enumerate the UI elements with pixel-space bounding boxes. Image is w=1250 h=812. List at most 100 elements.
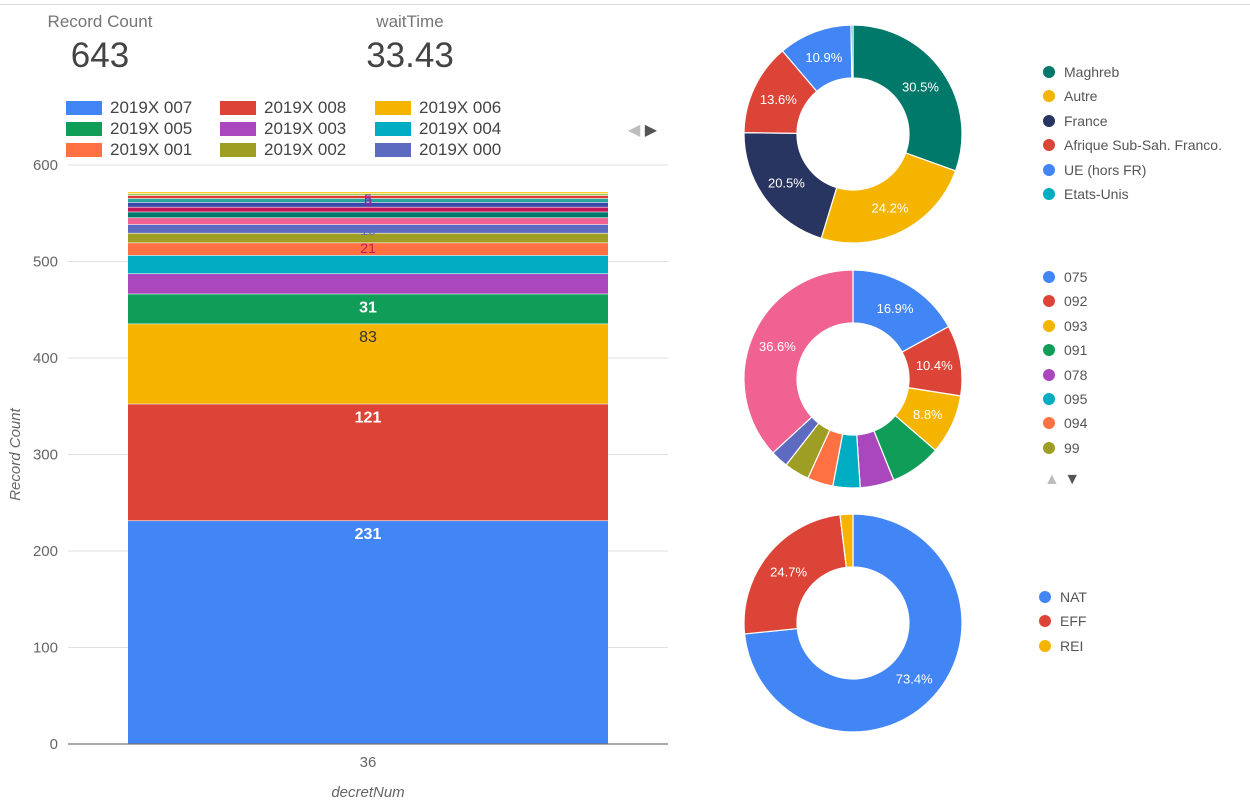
donut-slice-nat[interactable] (743, 513, 963, 733)
legend-up-icon[interactable]: ▲ (1044, 471, 1060, 488)
donut-slice-autre[interactable] (820, 152, 957, 244)
legend-item-092[interactable]: 092 (1043, 293, 1087, 309)
bar-segment[interactable] (128, 193, 608, 196)
bar-segment-2019x-002[interactable] (128, 233, 608, 243)
legend-prev-icon[interactable]: ◀ (628, 122, 641, 139)
bar-data-label: 6 (364, 193, 372, 209)
donut-slice-france[interactable] (743, 132, 838, 240)
legend-item-093[interactable]: 093 (1043, 318, 1087, 334)
legend-item-autre[interactable]: Autre (1043, 88, 1097, 104)
legend-item-2019x-000[interactable]: 2019X 000 (375, 140, 501, 160)
donut-percent-label: 13.6% (760, 92, 797, 107)
legend-item-078[interactable]: 078 (1043, 367, 1087, 383)
bar-data-label: 31 (359, 299, 377, 316)
bar-segment-2019x-007[interactable] (128, 521, 608, 744)
bar-segment[interactable] (128, 212, 608, 218)
bar-segment-2019x-004[interactable] (128, 255, 608, 274)
legend-swatch (220, 143, 256, 157)
legend-label: 095 (1064, 391, 1088, 407)
legend-item-2019x-004[interactable]: 2019X 004 (375, 119, 501, 139)
bar-data-label: 21 (360, 240, 376, 256)
legend-label: France (1064, 112, 1108, 129)
legend-item-094[interactable]: 094 (1043, 415, 1087, 431)
legend-item-rei[interactable]: REI (1039, 638, 1083, 654)
legend-item-091[interactable]: 091 (1043, 342, 1087, 358)
legend-item-99[interactable]: 99 (1043, 440, 1080, 456)
legend-item-2019x-003[interactable]: 2019X 003 (220, 119, 346, 139)
stacked-bar-chart: 0 100 200 300 400 500 600 231 121 83 31 21 10 65 36 dec… (7, 160, 668, 801)
bar-segment[interactable] (128, 192, 608, 194)
legend-swatch (220, 122, 256, 136)
legend-label: REI (1060, 637, 1084, 654)
legend-dot (1043, 368, 1055, 381)
legend-label: UE (hors FR) (1064, 161, 1147, 178)
bar-segment[interactable] (128, 195, 608, 199)
legend-pager-vertical: ▲ ▼ (1044, 471, 1080, 489)
donut-origin-legend: Maghreb Autre France Afrique Sub-Sah. Franc… (1043, 64, 1243, 214)
bar-segment[interactable] (128, 202, 608, 207)
legend-item-france[interactable]: France (1043, 113, 1108, 129)
legend-swatch (66, 122, 102, 136)
bar-segment[interactable] (128, 218, 608, 225)
legend-item-etats-unis[interactable]: Etats-Unis (1043, 186, 1129, 202)
legend-item-2019x-001[interactable]: 2019X 001 (66, 140, 192, 160)
legend-dot (1043, 163, 1055, 176)
legend-item-nat[interactable]: NAT (1039, 589, 1087, 605)
legend-item-ue-hors-fr[interactable]: UE (hors FR) (1043, 162, 1146, 178)
legend-item-2019x-006[interactable]: 2019X 006 (375, 98, 501, 118)
bar-data-label: 231 (355, 526, 382, 543)
legend-label: Afrique Sub-Sah. Franco. (1064, 137, 1222, 154)
legend-dot (1039, 639, 1051, 652)
bar-segment-2019x-000[interactable] (128, 224, 608, 233)
legend-item-075[interactable]: 075 (1043, 269, 1087, 285)
bar-data-label: 5 (364, 191, 372, 207)
legend-swatch (375, 122, 411, 136)
legend-item-2019x-008[interactable]: 2019X 008 (220, 98, 346, 118)
bar-segment-2019x-003[interactable] (128, 274, 608, 294)
legend-item-afrique-sub-sah-franco[interactable]: Afrique Sub-Sah. Franco. (1043, 137, 1222, 153)
donut-chart-department: 16.9% 10.4% 8.8% 36.6% (743, 269, 963, 489)
legend-dot (1043, 441, 1055, 454)
legend-item-095[interactable]: 095 (1043, 391, 1087, 407)
donut-slice-etats-unis[interactable] (850, 24, 854, 79)
donut-slice-rei[interactable] (839, 513, 854, 569)
legend-dot (1043, 417, 1055, 430)
legend-swatch (66, 143, 102, 157)
legend-dot (1043, 66, 1055, 78)
scorecard-record-count[interactable]: Record Count 643 (30, 12, 170, 76)
scorecard-wait-time[interactable]: waitTime 33.43 (340, 12, 480, 76)
legend-down-icon[interactable]: ▼ (1064, 471, 1081, 488)
legend-item-2019x-007[interactable]: 2019X 007 (66, 98, 192, 118)
bar-segment-2019x-001[interactable] (128, 243, 608, 256)
legend-label: 2019X 004 (419, 119, 502, 138)
bar-segment[interactable] (128, 207, 608, 212)
legend-dot (1039, 591, 1051, 603)
donut-slice-eff[interactable] (743, 514, 847, 635)
legend-item-maghreb[interactable]: Maghreb (1043, 64, 1119, 80)
legend-label: 093 (1064, 317, 1088, 334)
bar-segment-2019x-008[interactable] (128, 404, 608, 521)
bar-data-label: 10 (360, 222, 376, 238)
legend-label: 091 (1064, 342, 1088, 359)
legend-item-2019x-002[interactable]: 2019X 002 (220, 140, 346, 160)
donut-slice[interactable] (743, 269, 854, 454)
donut-percent-label: 16.9% (877, 301, 914, 316)
legend-item-eff[interactable]: EFF (1039, 613, 1086, 629)
legend-swatch (220, 101, 256, 115)
legend-label: 2019X 008 (264, 98, 347, 117)
bar-segment-2019x-006[interactable] (128, 324, 608, 404)
donut-slice-maghreb[interactable] (852, 24, 963, 172)
bar-plot-area: 0 100 200 300 400 500 600 231 121 83 31 21 10 65 36 dec… (7, 160, 668, 801)
legend-label: 2019X 005 (110, 119, 193, 138)
scorecard-value: 643 (70, 36, 130, 75)
legend-next-icon[interactable]: ▶ (644, 122, 658, 139)
legend-item-2019x-005[interactable]: 2019X 005 (66, 119, 192, 139)
donut-chart-origin: 30.5% 24.2% 20.5% 13.6% 10.9% (743, 24, 963, 244)
legend-label: 2019X 006 (419, 98, 502, 117)
legend-label: 2019X 003 (264, 119, 347, 138)
scorecard-label: Record Count (47, 12, 153, 31)
donut-percent-label: 24.2% (872, 201, 909, 216)
bar-segment[interactable] (128, 198, 608, 203)
bar-segment-2019x-005[interactable] (128, 294, 608, 324)
y-tick-label: 200 (33, 543, 58, 560)
